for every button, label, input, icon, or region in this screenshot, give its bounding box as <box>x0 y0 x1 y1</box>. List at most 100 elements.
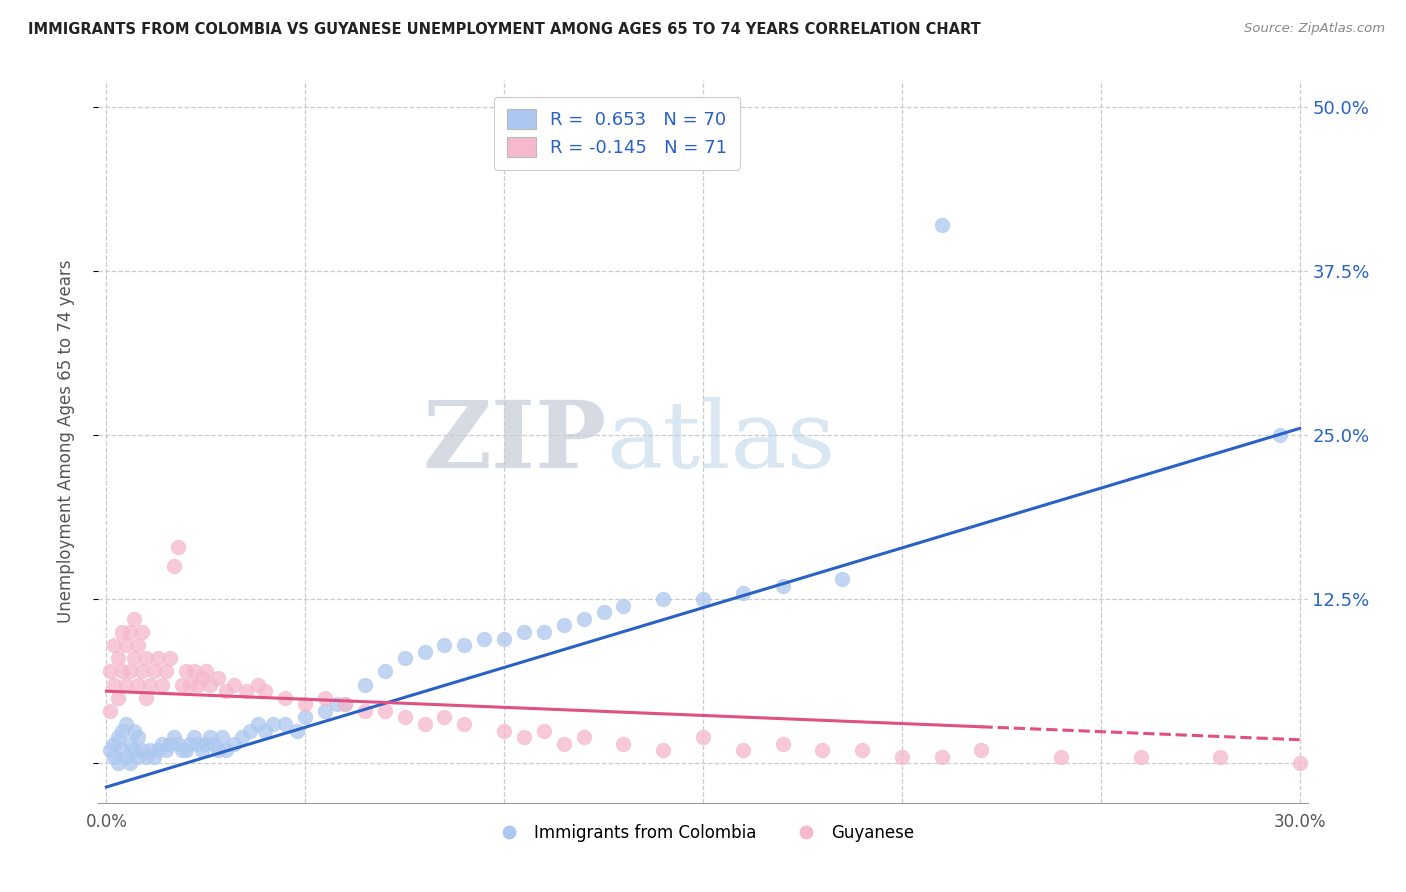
Point <box>155 665 177 679</box>
Point <box>127 677 149 691</box>
Point <box>107 730 129 744</box>
Point <box>143 665 166 679</box>
Point <box>612 599 634 613</box>
Point <box>931 749 953 764</box>
Point <box>115 717 138 731</box>
Point <box>155 743 177 757</box>
Point <box>107 756 129 771</box>
Text: Source: ZipAtlas.com: Source: ZipAtlas.com <box>1244 22 1385 36</box>
Point <box>111 723 134 738</box>
Point <box>150 677 173 691</box>
Point <box>127 638 149 652</box>
Point <box>111 743 134 757</box>
Point <box>215 743 238 757</box>
Point <box>115 677 138 691</box>
Point <box>494 632 516 646</box>
Point <box>120 756 142 771</box>
Point <box>453 638 475 652</box>
Point <box>831 573 853 587</box>
Point <box>592 605 614 619</box>
Point <box>239 723 262 738</box>
Point <box>811 743 834 757</box>
Point <box>472 632 495 646</box>
Point <box>1268 428 1291 442</box>
Point <box>211 730 233 744</box>
Point <box>533 723 555 738</box>
Point <box>354 704 377 718</box>
Point <box>135 749 157 764</box>
Point <box>354 677 377 691</box>
Point <box>170 677 193 691</box>
Point <box>98 704 121 718</box>
Point <box>851 743 873 757</box>
Point <box>246 677 269 691</box>
Point <box>191 743 214 757</box>
Point <box>107 651 129 665</box>
Point <box>1050 749 1073 764</box>
Text: ZIP: ZIP <box>422 397 606 486</box>
Point <box>146 743 169 757</box>
Point <box>191 671 214 685</box>
Point <box>163 559 186 574</box>
Point <box>294 698 316 712</box>
Point <box>262 717 284 731</box>
Point <box>163 730 186 744</box>
Point <box>274 690 297 705</box>
Point <box>772 737 794 751</box>
Point <box>122 651 145 665</box>
Point <box>120 737 142 751</box>
Point <box>612 737 634 751</box>
Point <box>183 730 205 744</box>
Point <box>135 690 157 705</box>
Point <box>103 638 125 652</box>
Point <box>453 717 475 731</box>
Point <box>231 730 253 744</box>
Point <box>143 749 166 764</box>
Point <box>1129 749 1152 764</box>
Point <box>494 723 516 738</box>
Point <box>433 710 456 724</box>
Point <box>198 677 221 691</box>
Point <box>326 698 349 712</box>
Point <box>333 698 356 712</box>
Point <box>513 625 536 640</box>
Point <box>652 743 675 757</box>
Point <box>374 704 396 718</box>
Point <box>246 717 269 731</box>
Point <box>122 612 145 626</box>
Point <box>314 690 336 705</box>
Point <box>533 625 555 640</box>
Point <box>652 592 675 607</box>
Point <box>159 737 181 751</box>
Point <box>394 710 416 724</box>
Point <box>413 645 436 659</box>
Point <box>1288 756 1310 771</box>
Point <box>222 737 245 751</box>
Point <box>198 730 221 744</box>
Point <box>194 737 217 751</box>
Point <box>135 651 157 665</box>
Point <box>235 684 257 698</box>
Point <box>314 704 336 718</box>
Point <box>115 749 138 764</box>
Point <box>222 677 245 691</box>
Point <box>122 743 145 757</box>
Point <box>207 671 229 685</box>
Point <box>413 717 436 731</box>
Point <box>131 743 153 757</box>
Point <box>274 717 297 731</box>
Point <box>692 730 714 744</box>
Point <box>98 665 121 679</box>
Point <box>254 684 277 698</box>
Point <box>131 625 153 640</box>
Point <box>146 651 169 665</box>
Point <box>103 749 125 764</box>
Point <box>167 737 190 751</box>
Point <box>139 743 162 757</box>
Point <box>553 618 575 632</box>
Point <box>170 743 193 757</box>
Point <box>107 690 129 705</box>
Point <box>772 579 794 593</box>
Point <box>207 743 229 757</box>
Point <box>174 665 197 679</box>
